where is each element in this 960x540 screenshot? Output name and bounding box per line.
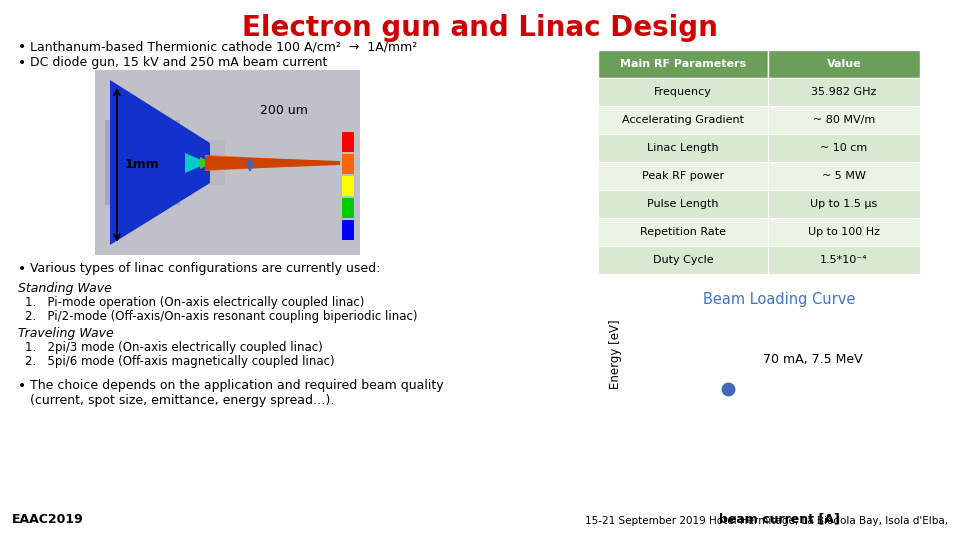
Bar [768,78,920,106]
Text: Main RF Parameters: Main RF Parameters [620,59,746,69]
Text: Standing Wave: Standing Wave [18,282,112,295]
Bar [598,246,768,274]
Bar [598,218,768,246]
Bar [342,220,354,240]
Text: Value: Value [827,59,861,69]
Text: 35.982 GHz: 35.982 GHz [811,87,876,97]
Bar [598,78,768,106]
Text: Peak RF power: Peak RF power [642,171,724,181]
Text: Up to 1.5 μs: Up to 1.5 μs [810,199,877,209]
Bar [768,50,920,78]
Text: DC diode gun, 15 kV and 250 mA beam current: DC diode gun, 15 kV and 250 mA beam curr… [30,56,327,69]
Text: 70 mA, 7.5 MeV: 70 mA, 7.5 MeV [763,353,863,366]
Text: beam current [A]: beam current [A] [719,512,839,525]
Text: 1mm: 1mm [125,159,159,172]
Text: •: • [18,56,26,70]
Bar [342,176,354,196]
Text: Frequency: Frequency [654,87,712,97]
Text: Linac Length: Linac Length [647,143,719,153]
Bar [342,132,354,152]
Text: Lanthanum-based Thermionic cathode 100 A/cm²  →  1A/mm²: Lanthanum-based Thermionic cathode 100 A… [30,40,418,53]
Text: 2.   Pi/2-mode (Off-axis/On-axis resonant coupling biperiodic linac): 2. Pi/2-mode (Off-axis/On-axis resonant … [25,310,418,323]
Bar [768,190,920,218]
Text: Up to 100 Hz: Up to 100 Hz [808,227,880,237]
Text: 1.   Pi-mode operation (On-axis electrically coupled linac): 1. Pi-mode operation (On-axis electrical… [25,296,365,309]
Text: EAAC2019: EAAC2019 [12,513,84,526]
Bar [165,140,225,185]
Polygon shape [185,153,215,173]
Text: •: • [18,379,26,393]
Text: 15-21 September 2019 Hotel Hermitage, La Biodola Bay, Isola d'Elba,: 15-21 September 2019 Hotel Hermitage, La… [585,516,948,526]
Text: ~ 80 MV/m: ~ 80 MV/m [813,115,876,125]
Bar [342,198,354,218]
Text: Energy [eV]: Energy [eV] [610,319,622,389]
Bar [598,134,768,162]
Bar [598,190,768,218]
Polygon shape [205,155,340,171]
Text: Repetition Rate: Repetition Rate [640,227,726,237]
Text: The choice depends on the application and required beam quality
(current, spot s: The choice depends on the application an… [30,379,444,407]
Bar [768,246,920,274]
Polygon shape [205,156,340,170]
Polygon shape [110,80,210,245]
Text: •: • [18,40,26,54]
Bar [598,106,768,134]
Text: 2.   5pi/6 mode (Off-axis magnetically coupled linac): 2. 5pi/6 mode (Off-axis magnetically cou… [25,355,335,368]
Text: ~ 10 cm: ~ 10 cm [821,143,868,153]
Text: Pulse Length: Pulse Length [647,199,719,209]
Bar [768,134,920,162]
Text: Various types of linac configurations are currently used:: Various types of linac configurations ar… [30,262,380,275]
Bar [342,154,354,174]
Bar [105,120,180,205]
Text: ~ 5 MW: ~ 5 MW [822,171,866,181]
Text: Accelerating Gradient: Accelerating Gradient [622,115,744,125]
Bar [598,162,768,190]
Text: Traveling Wave: Traveling Wave [18,327,113,340]
Polygon shape [210,158,225,168]
Bar [768,106,920,134]
Text: 1.   2pi/3 mode (On-axis electrically coupled linac): 1. 2pi/3 mode (On-axis electrically coup… [25,341,323,354]
Text: Beam Loading Curve: Beam Loading Curve [703,292,855,307]
Text: Electron gun and Linac Design: Electron gun and Linac Design [242,14,718,42]
Bar [598,50,768,78]
Text: •: • [18,262,26,276]
Polygon shape [200,157,220,169]
Bar [768,218,920,246]
Bar [768,162,920,190]
Bar [95,70,360,255]
Text: Duty Cycle: Duty Cycle [653,255,713,265]
Text: 1.5*10⁻⁴: 1.5*10⁻⁴ [820,255,868,265]
Text: 200 um: 200 um [260,104,308,117]
